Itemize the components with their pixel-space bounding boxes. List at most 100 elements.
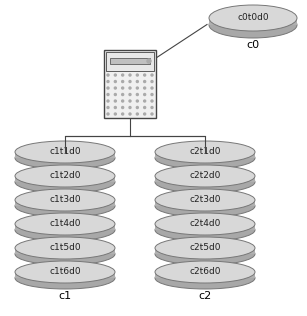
Polygon shape [15, 176, 115, 182]
Text: c2t2d0: c2t2d0 [189, 172, 221, 180]
Ellipse shape [15, 213, 115, 235]
Ellipse shape [15, 243, 115, 265]
Circle shape [151, 113, 153, 115]
Ellipse shape [15, 195, 115, 217]
Ellipse shape [155, 141, 255, 163]
Circle shape [136, 74, 138, 76]
Circle shape [107, 106, 109, 108]
Circle shape [114, 100, 116, 102]
Circle shape [144, 87, 146, 89]
Text: c2t4d0: c2t4d0 [189, 220, 221, 228]
Bar [110, 58, 150, 64]
Polygon shape [15, 200, 115, 206]
Circle shape [136, 100, 138, 102]
Circle shape [147, 59, 151, 63]
Polygon shape [15, 272, 115, 278]
Circle shape [144, 74, 146, 76]
Polygon shape [209, 18, 297, 25]
Circle shape [129, 87, 131, 89]
Ellipse shape [15, 261, 115, 283]
Circle shape [114, 106, 116, 108]
Circle shape [151, 81, 153, 82]
Bar [106, 52, 154, 71]
Ellipse shape [15, 237, 115, 259]
Ellipse shape [155, 147, 255, 169]
Circle shape [114, 113, 116, 115]
Polygon shape [155, 176, 255, 182]
Circle shape [122, 100, 124, 102]
Circle shape [129, 100, 131, 102]
Polygon shape [15, 152, 115, 158]
Circle shape [122, 94, 124, 95]
Ellipse shape [155, 267, 255, 289]
Circle shape [144, 100, 146, 102]
Circle shape [151, 100, 153, 102]
Text: c1t3d0: c1t3d0 [49, 196, 81, 204]
Ellipse shape [15, 267, 115, 289]
Text: c2t5d0: c2t5d0 [189, 244, 221, 252]
Circle shape [107, 113, 109, 115]
Circle shape [114, 94, 116, 95]
Polygon shape [15, 224, 115, 230]
Text: c2t3d0: c2t3d0 [189, 196, 221, 204]
Ellipse shape [155, 189, 255, 211]
Circle shape [122, 113, 124, 115]
Text: c1: c1 [58, 291, 72, 301]
Ellipse shape [155, 261, 255, 283]
Ellipse shape [15, 147, 115, 169]
Polygon shape [155, 224, 255, 230]
Ellipse shape [15, 165, 115, 187]
Ellipse shape [155, 243, 255, 265]
Circle shape [144, 106, 146, 108]
Text: c1t2d0: c1t2d0 [49, 172, 81, 180]
Ellipse shape [209, 5, 297, 31]
Circle shape [107, 74, 109, 76]
Ellipse shape [155, 213, 255, 235]
Text: c2t1d0: c2t1d0 [189, 148, 221, 156]
Circle shape [122, 87, 124, 89]
Polygon shape [155, 248, 255, 254]
Text: c2t6d0: c2t6d0 [189, 268, 221, 276]
Circle shape [129, 94, 131, 95]
Ellipse shape [15, 219, 115, 241]
Text: c1t5d0: c1t5d0 [49, 244, 81, 252]
Circle shape [136, 113, 138, 115]
Circle shape [122, 106, 124, 108]
Circle shape [122, 74, 124, 76]
Circle shape [151, 74, 153, 76]
Text: c0t0d0: c0t0d0 [237, 14, 269, 22]
Polygon shape [155, 272, 255, 278]
Circle shape [136, 87, 138, 89]
Circle shape [114, 81, 116, 82]
Circle shape [136, 94, 138, 95]
Polygon shape [15, 248, 115, 254]
Ellipse shape [155, 237, 255, 259]
Circle shape [122, 81, 124, 82]
Circle shape [136, 81, 138, 82]
Polygon shape [155, 152, 255, 158]
Text: c2: c2 [198, 291, 212, 301]
Circle shape [107, 100, 109, 102]
Circle shape [114, 87, 116, 89]
Bar [104, 50, 156, 118]
Circle shape [129, 81, 131, 82]
Circle shape [144, 94, 146, 95]
Ellipse shape [209, 12, 297, 38]
Ellipse shape [155, 171, 255, 193]
Circle shape [129, 106, 131, 108]
Ellipse shape [15, 189, 115, 211]
Circle shape [107, 87, 109, 89]
Circle shape [136, 106, 138, 108]
Text: c1t4d0: c1t4d0 [49, 220, 81, 228]
Circle shape [114, 74, 116, 76]
Ellipse shape [155, 219, 255, 241]
Circle shape [107, 94, 109, 95]
Circle shape [129, 74, 131, 76]
Ellipse shape [155, 195, 255, 217]
Text: c1t1d0: c1t1d0 [49, 148, 81, 156]
Circle shape [151, 106, 153, 108]
Ellipse shape [15, 171, 115, 193]
Circle shape [107, 81, 109, 82]
Circle shape [144, 113, 146, 115]
Circle shape [129, 113, 131, 115]
